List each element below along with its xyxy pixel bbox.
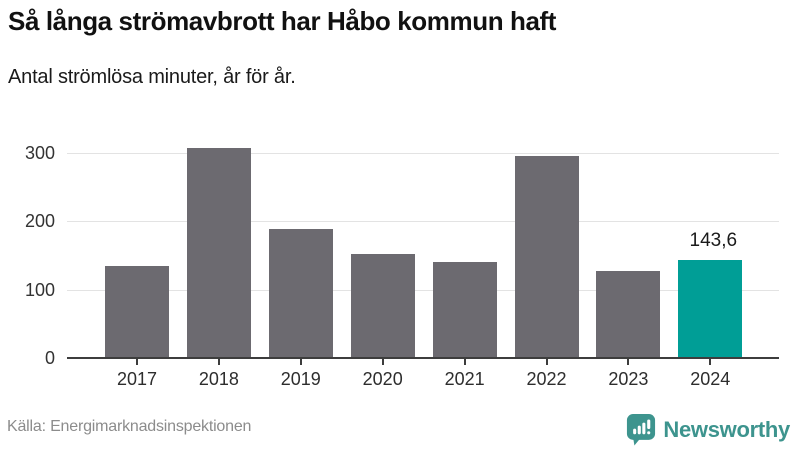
x-axis-tick-2024: [709, 359, 712, 365]
x-axis-label-2022: 2022: [526, 369, 567, 389]
x-axis-line: [67, 357, 779, 359]
gridline-100: [67, 289, 779, 291]
gridline-200: [67, 221, 779, 223]
x-axis-tick-2023: [627, 359, 630, 365]
bar-2024: [678, 259, 743, 358]
bar-2018: [186, 147, 251, 358]
x-axis-label-2017: 2017: [116, 369, 158, 389]
bar-2020: [350, 254, 415, 358]
x-axis-label-2024: 2024: [690, 369, 731, 389]
x-axis-tick-2018: [217, 359, 220, 365]
bar-2017: [105, 266, 169, 358]
value-label-2024: 143,6: [689, 229, 738, 251]
x-axis-tick-2020: [381, 359, 384, 365]
bar-2019: [268, 228, 333, 358]
x-axis-tick-2019: [299, 359, 302, 365]
bar-2022: [514, 156, 579, 358]
newsworthy-bubble-icon: [627, 414, 656, 446]
x-axis-tick-2017: [136, 359, 138, 365]
y-axis-tick-300: 300: [24, 143, 55, 163]
newsworthy-logo: Newsworthy: [626, 413, 790, 446]
bar-2023: [596, 270, 661, 358]
y-axis-tick-0: 0: [44, 348, 55, 368]
x-axis-label-2018: 2018: [198, 369, 239, 389]
x-axis-tick-2022: [545, 359, 548, 365]
x-axis-label-2023: 2023: [608, 369, 649, 389]
gridline-300: [67, 153, 779, 154]
x-axis-label-2021: 2021: [444, 369, 485, 389]
y-axis-tick-100: 100: [24, 279, 55, 300]
chart-title: Så långa strömavbrott har Håbo kommun ha…: [8, 6, 557, 36]
bar-2021: [432, 261, 497, 358]
chart-subtitle: Antal strömlösa minuter, år för år.: [8, 66, 296, 88]
x-axis-tick-2021: [463, 359, 466, 365]
x-axis-label-2020: 2020: [362, 369, 403, 389]
x-axis-label-2019: 2019: [280, 369, 321, 389]
brand-name: Newsworthy: [663, 416, 790, 442]
source-note: Källa: Energimarknadsinspektionen: [7, 418, 252, 435]
y-axis-tick-200: 200: [24, 211, 55, 232]
